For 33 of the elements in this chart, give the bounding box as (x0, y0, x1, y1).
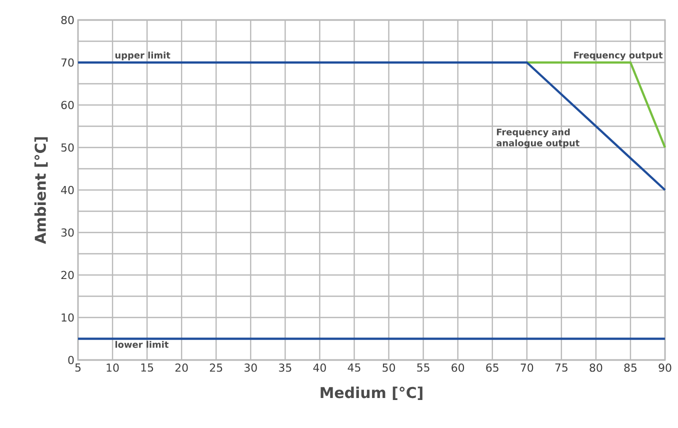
x-tick-label: 50 (382, 364, 395, 372)
y-tick-label: 50 (61, 143, 74, 152)
x-tick-label: 75 (555, 364, 568, 372)
y-tick-label: 10 (62, 313, 74, 322)
y-tick-label: 30 (61, 228, 74, 237)
x-tick-label: 5 (75, 364, 81, 372)
x-tick-label: 80 (590, 364, 602, 372)
x-tick-label: 60 (452, 364, 464, 372)
x-tick-label: 90 (658, 364, 672, 372)
x-tick-label: 45 (348, 364, 360, 372)
x-tick-label: 35 (279, 364, 292, 372)
x-tick-label: 70 (520, 364, 534, 372)
y-tick-label: 0 (68, 356, 74, 364)
x-tick-label: 10 (106, 364, 119, 372)
ref-line-label: lower limit (115, 340, 169, 348)
y-tick-label: 70 (61, 58, 74, 67)
y-tick-label: 60 (61, 100, 74, 110)
y-tick-label: 40 (61, 186, 74, 194)
y-tick-label: 20 (61, 270, 74, 280)
y-axis-title: Ambient [°C] (34, 137, 48, 244)
x-tick-label: 55 (417, 364, 430, 372)
x-tick-label: 15 (141, 364, 154, 372)
x-tick-label: 85 (624, 364, 636, 372)
x-tick-label: 40 (313, 364, 326, 372)
series-label: Frequency and analogue output (496, 128, 580, 148)
series-label: Frequency output (574, 52, 663, 60)
x-tick-label: 30 (244, 364, 257, 372)
x-tick-label: 25 (210, 364, 222, 372)
x-tick-label: 20 (175, 364, 188, 372)
x-axis-title: Medium [°C] (320, 386, 422, 400)
x-tick-label: 65 (486, 364, 498, 372)
annotation: upper limit (115, 52, 170, 60)
y-tick-label: 80 (61, 16, 74, 24)
